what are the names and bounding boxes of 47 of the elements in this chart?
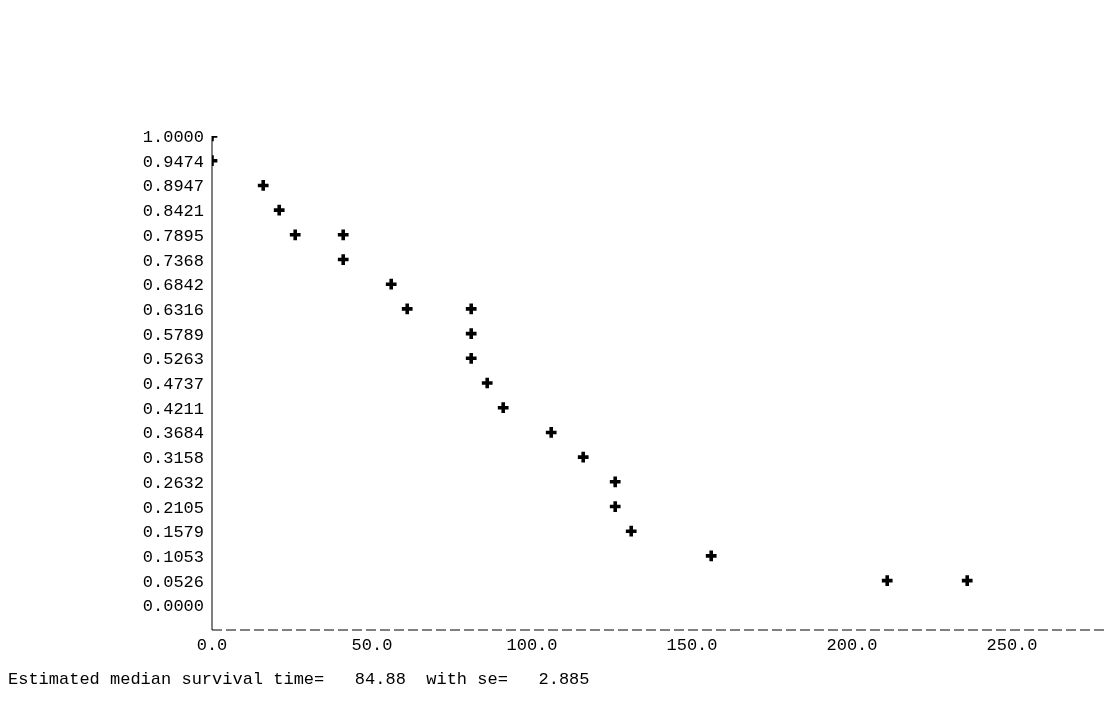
y-tick-label: 1.0000: [142, 128, 204, 148]
x-tick-label: 200.0: [826, 636, 878, 656]
y-tick-label: 0.2632: [142, 473, 204, 493]
y-tick-label: 0.5789: [142, 325, 204, 345]
y-tick-label: 0.3158: [142, 449, 204, 469]
x-tick-label: 100.0: [506, 636, 558, 656]
point: [257, 180, 269, 191]
y-tick-label: 0.7368: [142, 251, 204, 271]
point: [961, 575, 973, 586]
point: [273, 204, 285, 216]
point: [481, 377, 493, 389]
x-tick-label: 0.0: [196, 636, 228, 656]
point: [609, 476, 621, 488]
point: [545, 427, 557, 438]
point: [385, 278, 397, 290]
y-tick-label: 0.1053: [142, 547, 204, 567]
text: Estimated median survival time= 84.88 with se= 2.885: [8, 670, 591, 689]
y-tick-label: 0.0526: [142, 572, 204, 592]
point: [337, 229, 349, 241]
y-tick-label: 0.1579: [142, 523, 204, 543]
point: [337, 254, 349, 265]
y-tick-label: 0.9474: [142, 152, 204, 172]
point: [465, 328, 477, 339]
y-tick-label: 0.4211: [142, 399, 204, 419]
x-tick-label: 50.0: [351, 636, 393, 656]
point: [401, 303, 413, 315]
y-tick-label: 0.8421: [142, 202, 204, 222]
y-tick-label: 0.5263: [142, 350, 204, 370]
point: [625, 525, 637, 537]
y-tick-label: 0.2105: [142, 498, 204, 518]
point: [609, 501, 621, 512]
point: [705, 550, 717, 562]
point: [881, 575, 893, 586]
y-tick-label: 0.6842: [142, 276, 204, 296]
y-tick-label: 0.3684: [142, 424, 204, 444]
y-tick-label: 0.4737: [142, 375, 204, 395]
y-tick-label: 0.7895: [142, 226, 204, 246]
point: [465, 303, 477, 315]
point: [497, 402, 509, 414]
point: [289, 229, 301, 241]
y-tick-label: 0.0000: [142, 597, 204, 617]
point: [465, 352, 477, 364]
point: [577, 451, 589, 463]
x-tick-label: 150.0: [666, 636, 718, 656]
x-tick-label: 250.0: [986, 636, 1038, 656]
y-tick-label: 0.6316: [142, 300, 204, 320]
y-tick-label: 0.8947: [142, 177, 204, 197]
